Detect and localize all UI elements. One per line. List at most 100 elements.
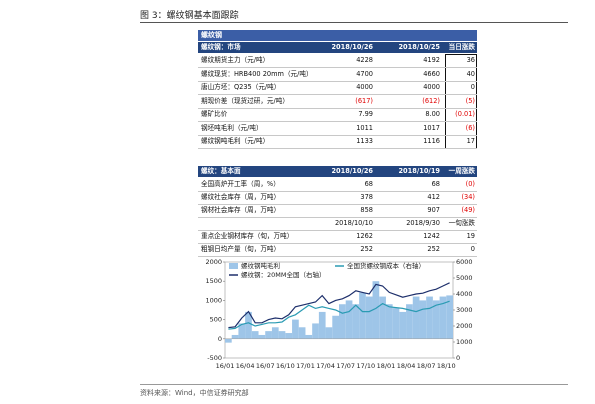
x-tick-label: 17/01 (296, 362, 315, 370)
subheader-cell: 一旬涨跌 (448, 219, 475, 227)
table-cell: 1116 (423, 137, 440, 145)
bar (278, 331, 286, 339)
row-label: 螺纹现货：HRB400 20mm（元/吨） (201, 69, 313, 78)
row-label: 唐山方坯：Q235（元/吨） (201, 83, 281, 91)
table-cell: 68 (364, 180, 373, 188)
table-cell: 17 (466, 137, 475, 145)
header-cell: 2018/10/19 (398, 167, 440, 175)
chart: -500 0 500 1000 1500 2000 0 1000 2000 3000 4000 500… (205, 258, 473, 370)
line (228, 282, 450, 329)
header-cell: 2018/10/25 (398, 43, 440, 51)
bar (379, 296, 386, 339)
y2-tick-label: 6000 (456, 258, 473, 266)
table-cell: 4700 (356, 69, 373, 78)
x-tick-label: 17/04 (316, 362, 335, 370)
table-cell: 907 (427, 206, 440, 214)
table-cell: 4192 (423, 56, 440, 64)
table-cell: (612) (422, 96, 440, 105)
row-label: 钢坯吨毛利（元/吨） (201, 123, 263, 132)
table-cell: 4660 (423, 69, 440, 78)
bar (446, 295, 453, 339)
bar (325, 327, 333, 339)
row-rule (198, 190, 477, 192)
bar (238, 323, 246, 339)
legend-swatch (229, 263, 238, 269)
row-rule (198, 255, 477, 257)
bar (251, 331, 259, 339)
bar (318, 311, 326, 339)
y-tick-label: 2000 (205, 258, 222, 266)
bar (359, 292, 366, 339)
bar (245, 311, 252, 339)
table-cell: 19 (466, 232, 475, 240)
row-label: 螺矿比价 (201, 110, 228, 118)
x-tick-label: 18/04 (397, 362, 416, 370)
table-cell: (49) (461, 206, 475, 214)
row-label: 螺纹期货主力（元/吨） (201, 56, 270, 64)
subheader-cell: 2018/10/10 (334, 219, 373, 227)
bar (352, 304, 360, 339)
bar (365, 296, 373, 339)
bar (439, 296, 447, 339)
y2-tick-label: 3000 (456, 306, 473, 314)
row-rule (198, 216, 477, 218)
x-tick-label: 16/04 (236, 362, 255, 370)
y-tick-label: 1500 (205, 277, 222, 285)
x-tick-label: 17/07 (336, 362, 355, 370)
section-title: 螺纹钢 (198, 30, 477, 41)
table-cell: (0.01) (455, 110, 475, 118)
table-cell: 7.99 (358, 110, 373, 118)
y-tick-label: 1000 (205, 296, 222, 304)
table-cell: 412 (427, 193, 440, 201)
table-cell: 1242 (423, 232, 440, 240)
x-tick-label: 17/10 (356, 362, 375, 370)
table-cell: 40 (466, 69, 475, 78)
y2-tick-label: 2000 (456, 322, 473, 330)
fundamentals-header-bg (198, 166, 477, 177)
x-tick-label: 16/07 (256, 362, 275, 370)
title-rule (140, 22, 568, 23)
bar (419, 300, 427, 339)
bar (426, 296, 433, 339)
bar (392, 308, 400, 339)
header-cell: 2018/10/26 (331, 43, 373, 51)
table-cell: 8.00 (425, 110, 440, 118)
x-tick-label: 18/10 (437, 362, 456, 370)
table-cell: 4000 (356, 83, 373, 91)
table-cell: 1262 (356, 232, 373, 240)
table-cell: 858 (360, 206, 373, 214)
legend-label: 全国货螺纹钢成本（右轴） (347, 261, 425, 270)
footer-rule (140, 384, 568, 385)
row-label: 全国高炉开工率（周，%） (201, 180, 280, 188)
header-cell: 螺纹：基本面 (201, 167, 241, 175)
subheader-cell: 2018/9/30 (406, 219, 440, 227)
row-label: 重点企业钢材库存（旬，万吨） (201, 232, 294, 240)
table-cell: 1017 (423, 123, 440, 132)
y-tick-label: 500 (210, 316, 222, 324)
table-cell: 252 (360, 245, 373, 253)
header-cell: 2018/10/26 (331, 167, 373, 175)
header-cell: 当日涨跌 (448, 43, 475, 51)
bar (399, 311, 407, 339)
market-header-bg (198, 42, 477, 53)
table-cell: 0 (470, 245, 475, 253)
row-rule (198, 67, 477, 68)
bar (225, 338, 232, 343)
y-tick-label: -500 (207, 354, 222, 362)
row-label: 期现价差（现货过研，元/吨） (201, 96, 289, 105)
y2-tick-label: 5000 (456, 274, 473, 282)
bar (372, 281, 380, 339)
bar (298, 327, 306, 339)
bar (285, 333, 293, 339)
row-rule (198, 107, 477, 109)
table-cell: 68 (431, 180, 440, 188)
row-label: 钢材社会库存（周，万吨） (201, 206, 281, 214)
table-cell: (0) (465, 180, 475, 188)
row-rule (198, 203, 477, 205)
bar (385, 304, 393, 339)
bar (345, 300, 353, 339)
row-rule (198, 121, 477, 122)
y2-tick-label: 1000 (456, 338, 473, 346)
line (228, 300, 450, 330)
